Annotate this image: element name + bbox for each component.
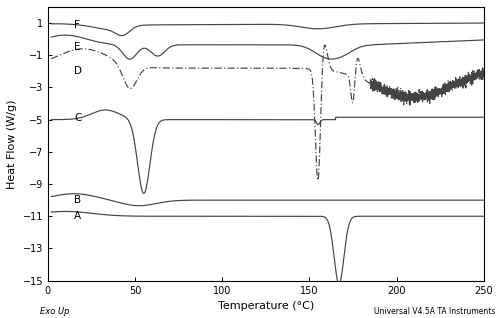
Y-axis label: Heat Flow (W/g): Heat Flow (W/g) — [7, 99, 17, 189]
Text: A: A — [74, 211, 81, 221]
X-axis label: Temperature (°C): Temperature (°C) — [218, 301, 314, 311]
Text: Universal V4.5A TA Instruments: Universal V4.5A TA Instruments — [374, 308, 495, 316]
Text: B: B — [74, 195, 81, 205]
Text: C: C — [74, 113, 82, 123]
Text: F: F — [74, 20, 80, 31]
Text: E: E — [74, 42, 80, 52]
Text: Exo Up: Exo Up — [40, 308, 70, 316]
Text: D: D — [74, 66, 82, 76]
